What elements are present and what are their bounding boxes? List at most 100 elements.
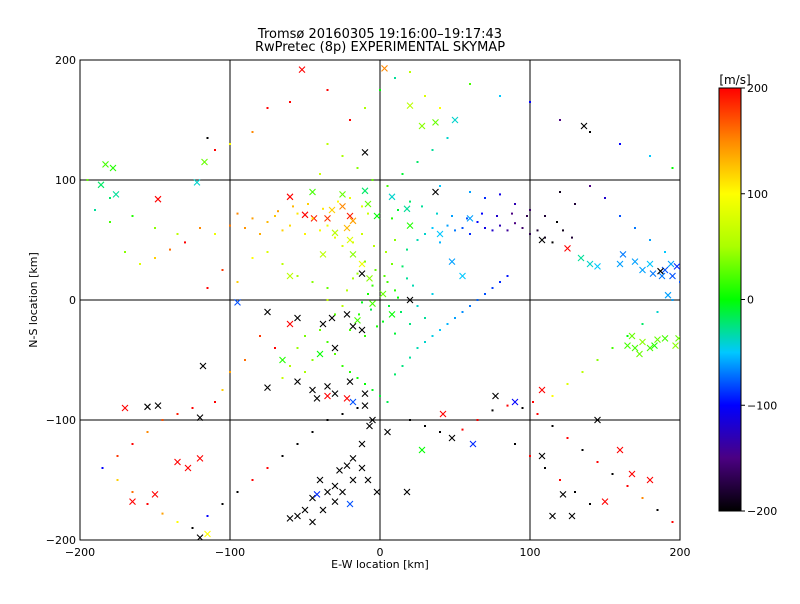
data-point-x xyxy=(366,275,373,282)
data-point-x xyxy=(381,65,388,72)
data-point-dot xyxy=(526,215,528,217)
data-point-x xyxy=(331,482,339,490)
data-point-dot xyxy=(131,491,134,493)
data-point-x xyxy=(654,336,661,343)
data-point-dot xyxy=(289,224,291,227)
data-point-dot xyxy=(394,77,396,79)
data-point-dot xyxy=(304,371,306,373)
data-point-dot xyxy=(451,215,453,217)
data-point-x xyxy=(628,470,636,478)
data-point-dot xyxy=(484,197,486,199)
data-point-x xyxy=(511,398,519,406)
data-point-dot xyxy=(385,251,387,253)
data-point-x xyxy=(343,311,351,318)
data-point-dot xyxy=(296,212,299,215)
data-point-dot xyxy=(589,185,591,187)
data-point-dot xyxy=(679,281,680,283)
data-point-x xyxy=(301,211,309,219)
data-point-dot xyxy=(416,305,419,307)
data-point-dot xyxy=(367,293,369,295)
data-point-dot xyxy=(221,503,224,505)
data-point-x xyxy=(102,161,109,168)
data-point-x xyxy=(358,464,366,472)
data-point-dot xyxy=(251,257,254,259)
data-point-x xyxy=(310,215,318,222)
data-point-dot xyxy=(356,272,359,275)
data-point-dot xyxy=(476,299,479,301)
data-point-dot xyxy=(352,277,354,280)
data-point-dot xyxy=(176,413,179,415)
data-point-dot xyxy=(319,329,321,331)
data-point-dot xyxy=(221,389,224,391)
data-point-dot xyxy=(326,299,329,301)
data-point-dot xyxy=(199,227,201,229)
data-point-x xyxy=(328,314,336,322)
data-point-dot xyxy=(439,185,441,187)
data-point-dot xyxy=(334,236,336,239)
data-point-dot xyxy=(439,431,441,433)
data-point-x xyxy=(324,215,331,222)
data-point-dot xyxy=(229,371,231,373)
data-point-x xyxy=(294,314,301,322)
data-point-dot xyxy=(499,193,501,196)
data-point-dot xyxy=(266,467,269,469)
data-point-dot xyxy=(391,217,393,220)
data-point-dot xyxy=(266,221,269,223)
data-point-dot xyxy=(154,227,156,229)
data-point-x xyxy=(343,462,351,469)
data-point-dot xyxy=(532,401,534,403)
data-point-dot xyxy=(319,173,321,175)
data-point-dot xyxy=(562,229,564,232)
data-point-x xyxy=(349,251,357,258)
data-point-dot xyxy=(371,284,374,287)
data-point-dot xyxy=(439,329,441,331)
data-point-dot xyxy=(386,281,389,283)
data-point-dot xyxy=(296,443,299,445)
data-point-dot xyxy=(649,155,651,157)
data-point-dot xyxy=(266,251,269,253)
data-point-dot xyxy=(446,137,449,139)
data-point-x xyxy=(201,158,208,166)
data-point-dot xyxy=(281,263,284,265)
data-point-dot xyxy=(409,419,411,421)
data-point-x xyxy=(349,323,357,330)
data-point-x xyxy=(298,66,306,73)
data-point-x xyxy=(319,251,327,258)
data-point-x xyxy=(403,488,411,496)
data-point-dot xyxy=(161,512,164,515)
y-tick-label: 100 xyxy=(55,174,76,187)
data-point-dot xyxy=(206,137,209,139)
data-point-dot xyxy=(454,317,456,319)
data-point-dot xyxy=(304,233,306,235)
data-point-x xyxy=(601,498,609,505)
data-point-x xyxy=(301,506,309,514)
data-point-x xyxy=(672,342,679,349)
data-point-x xyxy=(673,263,680,270)
data-point-x xyxy=(594,263,601,270)
data-point-dot xyxy=(431,227,434,229)
colorbar-tick-label: 200 xyxy=(747,82,768,95)
data-point-x xyxy=(154,195,162,203)
data-point-x xyxy=(568,512,576,520)
chart-subtitle: RwPretec (8p) EXPERIMENTAL SKYMAP xyxy=(255,40,505,55)
data-point-dot xyxy=(406,248,408,251)
data-point-dot xyxy=(484,293,486,295)
data-point-x xyxy=(469,440,477,448)
data-point-dot xyxy=(626,335,629,337)
data-point-dot xyxy=(139,263,141,265)
data-point-dot xyxy=(236,491,239,493)
data-point-x xyxy=(339,191,346,198)
data-point-dot xyxy=(574,491,576,493)
data-point-x xyxy=(319,320,327,328)
data-point-x xyxy=(174,458,181,466)
data-point-x xyxy=(336,467,343,474)
data-point-x xyxy=(639,266,646,274)
data-point-dot xyxy=(334,313,336,316)
y-tick-label: 200 xyxy=(55,54,76,67)
data-point-x xyxy=(279,356,286,364)
x-tick-label: 100 xyxy=(520,546,541,559)
data-point-dot xyxy=(536,413,539,415)
data-point-x xyxy=(448,434,456,442)
data-point-x xyxy=(658,272,666,280)
